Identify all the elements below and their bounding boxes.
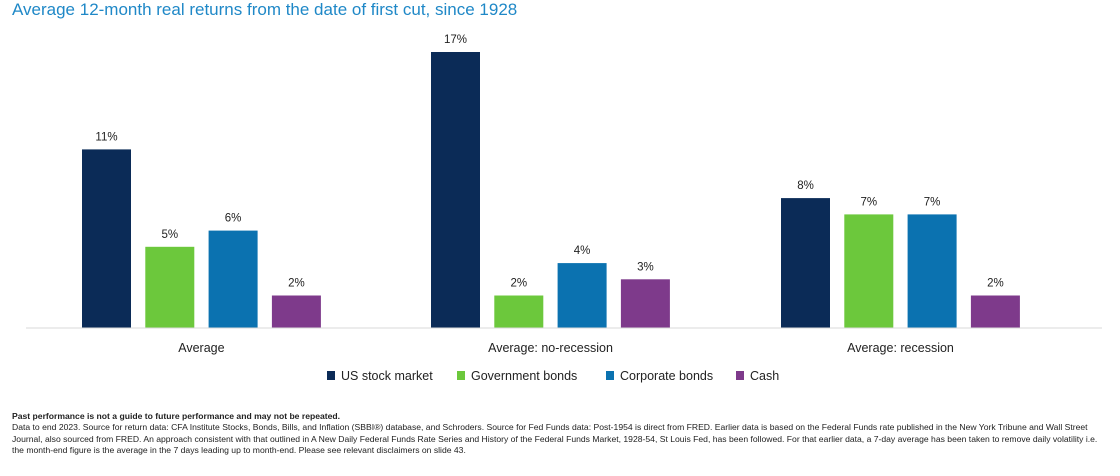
bar-chart: 11%5%6%2%17%2%4%3%8%7% 7%2% Average Averag… <box>26 34 1102 383</box>
chart-title: Average 12-month real returns from the d… <box>12 0 518 19</box>
bar-us-stock-market-average-recession <box>781 198 830 328</box>
legend-label-corporate-bonds: Corporate bonds <box>620 369 713 383</box>
bar-corporate-bonds-average-no-recession <box>557 263 607 328</box>
category-label-average-recession: Average: recession <box>847 341 954 355</box>
legend-swatch-government-bonds <box>457 371 465 380</box>
legend-item-cash: Cash <box>736 369 779 383</box>
category-labels-group: Average Average: no-recession Average: rec… <box>178 341 954 355</box>
legend-item-corporate-bonds: Corporate bonds <box>606 369 713 383</box>
value-labels-group: 11% 5% 6% 2% 17% 2% 4% 3% 8% 7% 7% 2% <box>95 34 1003 290</box>
value-label-corporate-bonds-average-no-recession: 4% <box>574 245 591 257</box>
bar-corporate-bonds-average-recession <box>907 214 957 328</box>
bar-government-bonds-average-no-recession <box>494 295 544 328</box>
value-label-corporate-bonds-average-recession: 7% <box>924 196 941 208</box>
legend: US stock market Government bonds Corporate… <box>327 369 779 383</box>
source-notes: Data to end 2023. Source for return data… <box>12 422 1098 456</box>
legend-item-us-stock-market: US stock market <box>327 369 433 383</box>
value-label-cash-average: 2% <box>288 278 305 290</box>
disclaimer-text: Past performance is not a guide to futur… <box>12 411 341 421</box>
bar-government-bonds-average-recession <box>844 214 894 328</box>
value-label-cash-average-no-recession: 3% <box>637 261 654 273</box>
bar-cash-average-no-recession <box>620 279 670 328</box>
legend-swatch-corporate-bonds <box>606 371 614 380</box>
category-label-average-no-recession: Average: no-recession <box>488 341 613 355</box>
legend-swatch-us-stock-market <box>327 371 335 380</box>
value-label-cash-average-recession: 2% <box>987 278 1004 290</box>
bar-corporate-bonds-average <box>208 230 258 328</box>
bar-us-stock-market-average-no-recession <box>431 52 480 328</box>
bar-government-bonds-average <box>145 246 195 328</box>
value-label-us-stock-market-average-no-recession: 17% <box>444 34 467 46</box>
value-label-government-bonds-average-recession: 7% <box>860 196 877 208</box>
value-label-us-stock-market-average: 11% <box>95 131 117 143</box>
footnote: Past performance is not a guide to futur… <box>12 411 1102 457</box>
bar-cash-average <box>271 295 321 328</box>
bar-cash-average-recession <box>970 295 1020 328</box>
value-label-us-stock-market-average-recession: 8% <box>797 180 814 192</box>
value-label-government-bonds-average-no-recession: 2% <box>510 278 527 290</box>
legend-label-cash: Cash <box>750 369 779 383</box>
bars-group <box>82 52 1020 328</box>
legend-label-government-bonds: Government bonds <box>471 369 577 383</box>
legend-item-government-bonds: Government bonds <box>457 369 577 383</box>
bar-us-stock-market-average <box>82 149 131 328</box>
legend-label-us-stock-market: US stock market <box>341 369 433 383</box>
value-label-government-bonds-average: 5% <box>161 229 178 241</box>
value-label-corporate-bonds-average: 6% <box>225 213 242 225</box>
legend-swatch-cash <box>736 371 744 380</box>
category-label-average: Average <box>178 341 224 355</box>
